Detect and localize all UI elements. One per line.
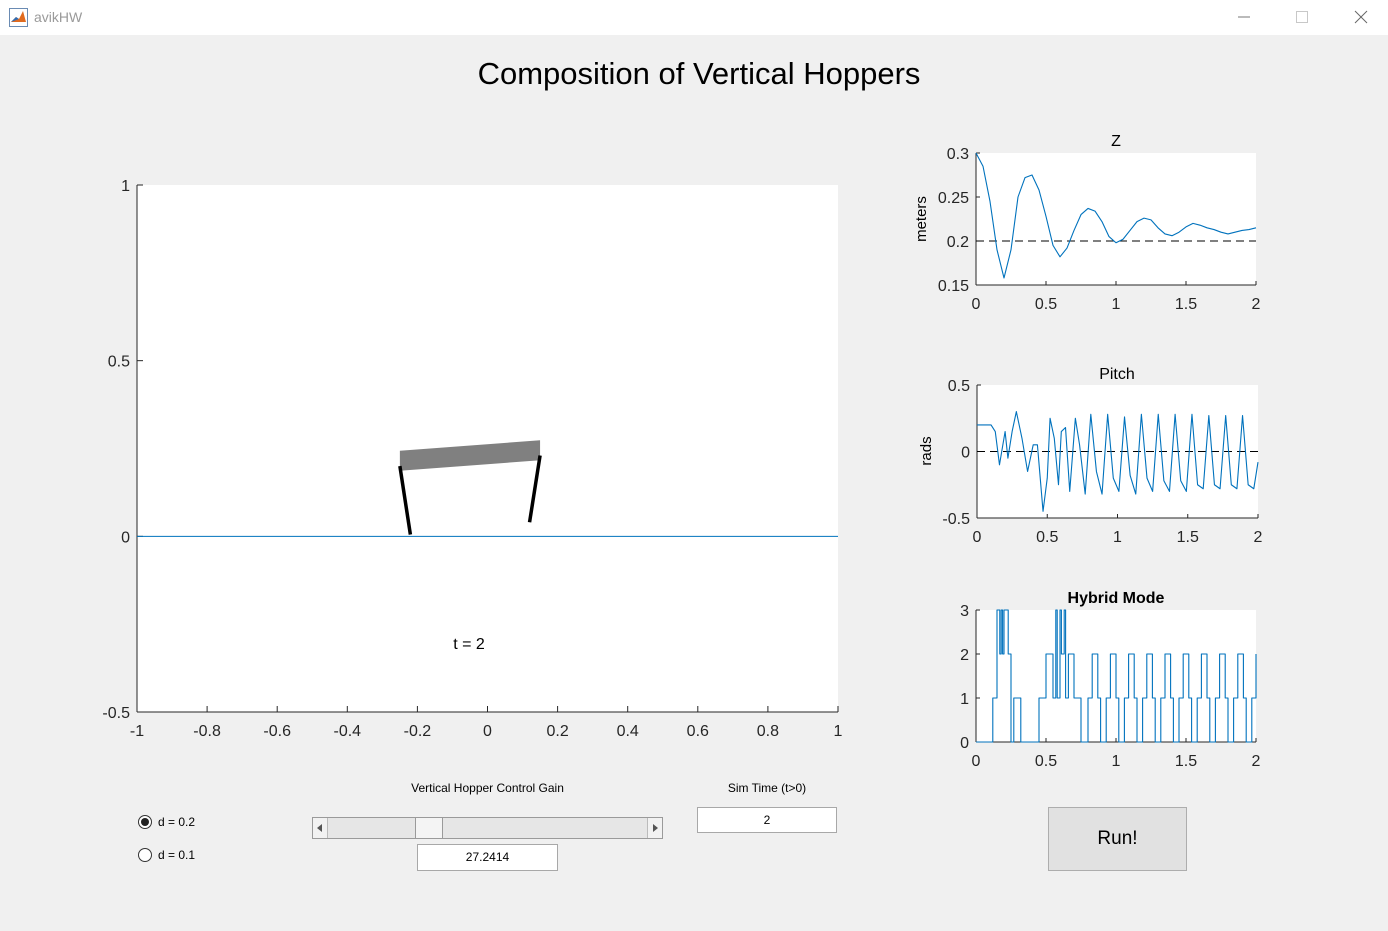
slider-thumb[interactable] [414, 818, 443, 838]
minimize-icon [1238, 16, 1250, 18]
z-chart-xtick-label: 0.5 [1035, 296, 1057, 313]
minimize-button[interactable] [1216, 0, 1274, 35]
hybrid-chart-xtick-label: 2 [1252, 753, 1261, 770]
close-button[interactable] [1332, 0, 1388, 35]
hopper-leg-right [527, 455, 542, 523]
time-label: t = 2 [453, 636, 485, 653]
hybrid-chart-xtick-label: 1.5 [1175, 753, 1197, 770]
close-icon [1354, 10, 1368, 24]
hybrid-chart-series-line [976, 609, 1257, 743]
hybrid-chart-ytick-label: 3 [960, 603, 969, 620]
pitch-chart-series-line [977, 411, 1259, 512]
main-ytick-label: 1 [121, 178, 130, 195]
run-button[interactable]: Run! [1048, 807, 1187, 871]
radio-d-0-1[interactable]: d = 0.1 [138, 847, 258, 867]
slider-label: Vertical Hopper Control Gain [411, 781, 564, 795]
main-xtick-label: -0.8 [193, 723, 221, 740]
main-xtick-label: -0.6 [263, 723, 291, 740]
sim-time-label: Sim Time (t>0) [727, 781, 807, 795]
pitch-chart-ytick-label: -0.5 [942, 511, 970, 528]
pitch-chart-xtick-label: 2 [1254, 529, 1263, 546]
figure-title: Composition of Vertical Hoppers [477, 56, 921, 91]
control-gain-slider[interactable] [312, 817, 663, 839]
z-chart-ytick-label: 0.25 [938, 190, 969, 207]
maximize-button[interactable] [1274, 0, 1332, 35]
pitch-chart: Pitch rads 0 0.5 1 1.5 20.50-0.5 [918, 366, 1263, 546]
z-chart-xtick-label: 1.5 [1175, 296, 1197, 313]
window-title: avikHW [34, 9, 83, 25]
main-xtick-label: 0 [483, 723, 492, 740]
z-chart-background [976, 153, 1256, 285]
pitch-chart-xtick-label: 0 [973, 529, 982, 546]
main-xtick-label: 0.4 [617, 723, 639, 740]
hybrid-chart-ytick-label: 0 [960, 735, 969, 752]
chevron-right-icon [653, 824, 658, 832]
pitch-chart-ylabel: rads [918, 436, 935, 465]
main-ytick-label: -0.5 [102, 705, 130, 722]
main-ytick-label: 0.5 [108, 354, 130, 371]
window-titlebar: avikHW [0, 0, 1388, 35]
z-chart: Z meters 0 0.5 1 1.5 2 0.3 0.25 0.2 0.15 [913, 133, 1261, 313]
hopper-leg-left [398, 465, 413, 535]
radio-d-0-1-label: d = 0.1 [158, 848, 196, 862]
slider-left-arrow[interactable] [313, 818, 328, 838]
z-chart-xtick-label: 2 [1252, 296, 1261, 313]
main-axes: -1 -0.8 -0.6 -0.4 -0.2 0 0.2 0.4 0.6 0.8 1 1 0.5 0 -0… [102, 178, 842, 740]
hybrid-chart-xtick-label: 1 [1112, 753, 1121, 770]
main-xtick-label: -0.2 [404, 723, 432, 740]
radio-d-0-2-label: d = 0.2 [158, 815, 196, 829]
sim-time-input[interactable]: 2 [697, 807, 837, 833]
pitch-chart-ytick-label: 0.5 [948, 378, 970, 395]
slider-right-arrow[interactable] [647, 818, 662, 838]
gain-value-field[interactable]: 27.2414 [417, 844, 558, 871]
hybrid-chart-xtick-label: 0.5 [1035, 753, 1057, 770]
main-xtick-label: 1 [834, 723, 843, 740]
z-chart-xtick-label: 1 [1112, 296, 1121, 313]
maximize-icon [1296, 11, 1308, 23]
radio-d-0-2[interactable]: d = 0.2 [138, 814, 258, 834]
z-chart-ytick-label: 0.2 [947, 234, 969, 251]
chevron-left-icon [317, 824, 322, 832]
hopper-body [399, 440, 541, 471]
hybrid-chart-xtick-label: 0 [972, 753, 981, 770]
z-chart-series-line [975, 152, 1257, 279]
main-xtick-label: -1 [130, 723, 144, 740]
hybrid-chart: Hybrid Mode 0 0.5 1 1.5 2 3 2 1 0 [960, 590, 1260, 770]
z-chart-ytick-label: 0.3 [947, 146, 969, 163]
matlab-icon [9, 8, 28, 27]
pitch-chart-xtick-label: 1.5 [1177, 529, 1199, 546]
pitch-chart-xtick-label: 1 [1113, 529, 1122, 546]
hybrid-chart-ytick-label: 1 [960, 691, 969, 708]
z-chart-xtick-label: 0 [972, 296, 981, 313]
main-xtick-label: 0.8 [757, 723, 779, 740]
radio-dot-selected[interactable] [138, 815, 152, 829]
pitch-chart-title: Pitch [1099, 366, 1135, 383]
z-chart-ytick-label: 0.15 [938, 278, 969, 295]
pitch-chart-ytick-label: 0 [961, 445, 970, 462]
radio-dot-unselected[interactable] [138, 848, 152, 862]
main-ytick-label: 0 [121, 529, 130, 546]
main-xtick-label: 0.2 [546, 723, 568, 740]
pitch-chart-xtick-label: 0.5 [1036, 529, 1058, 546]
hybrid-chart-title: Hybrid Mode [1068, 590, 1165, 607]
main-xtick-label: 0.6 [687, 723, 709, 740]
z-chart-ylabel: meters [913, 196, 930, 242]
z-chart-title: Z [1111, 133, 1121, 150]
main-xtick-label: -0.4 [334, 723, 362, 740]
hybrid-chart-ytick-label: 2 [960, 647, 969, 664]
